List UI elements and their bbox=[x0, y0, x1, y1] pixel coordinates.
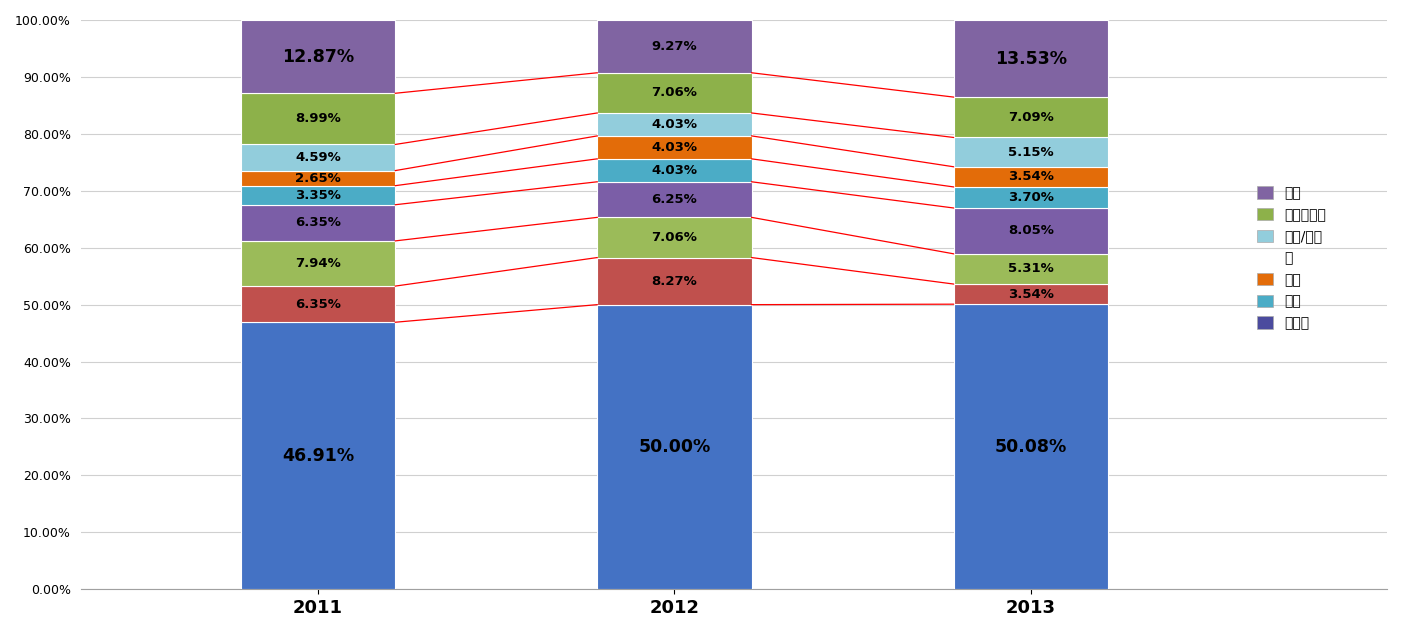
Bar bbox=[953, 137, 1108, 167]
Bar bbox=[241, 145, 395, 171]
Text: 6.35%: 6.35% bbox=[296, 298, 341, 311]
Text: 9.27%: 9.27% bbox=[652, 40, 697, 53]
Bar bbox=[241, 241, 395, 286]
Bar bbox=[597, 73, 751, 113]
Bar bbox=[241, 286, 395, 322]
Text: 5.15%: 5.15% bbox=[1008, 145, 1053, 159]
Text: 6.25%: 6.25% bbox=[652, 193, 697, 206]
Bar bbox=[241, 322, 395, 589]
Text: 8.99%: 8.99% bbox=[296, 112, 341, 125]
Bar bbox=[241, 171, 395, 186]
Bar bbox=[597, 136, 751, 159]
Bar bbox=[953, 20, 1108, 97]
Text: 3.54%: 3.54% bbox=[1008, 288, 1054, 301]
Text: 3.54%: 3.54% bbox=[1008, 171, 1054, 183]
Bar bbox=[597, 217, 751, 258]
Bar bbox=[241, 205, 395, 241]
Bar bbox=[597, 113, 751, 136]
Text: 4.03%: 4.03% bbox=[652, 164, 697, 177]
Text: 7.94%: 7.94% bbox=[296, 257, 341, 270]
Text: 13.53%: 13.53% bbox=[994, 49, 1067, 68]
Bar bbox=[953, 187, 1108, 208]
Bar bbox=[597, 20, 751, 73]
Text: 2.65%: 2.65% bbox=[296, 172, 341, 185]
Text: 46.91%: 46.91% bbox=[282, 447, 355, 465]
Text: 7.09%: 7.09% bbox=[1008, 111, 1053, 124]
Bar bbox=[597, 159, 751, 182]
Bar bbox=[953, 254, 1108, 284]
Text: 3.35%: 3.35% bbox=[296, 189, 341, 202]
Bar bbox=[597, 305, 751, 589]
Text: 4.03%: 4.03% bbox=[652, 141, 697, 154]
Text: 7.06%: 7.06% bbox=[652, 87, 697, 99]
Text: 8.05%: 8.05% bbox=[1008, 224, 1054, 238]
Text: 3.70%: 3.70% bbox=[1008, 191, 1054, 204]
Bar bbox=[241, 186, 395, 205]
Legend: 기타, 업무상질병, 깔림/뒤집, 힘, 감전, 끼임, 무너집: 기타, 업무상질병, 깔림/뒤집, 힘, 감전, 끼임, 무너집 bbox=[1256, 186, 1326, 330]
Text: 7.06%: 7.06% bbox=[652, 231, 697, 244]
Text: 50.00%: 50.00% bbox=[638, 438, 711, 456]
Bar bbox=[241, 94, 395, 145]
Text: 8.27%: 8.27% bbox=[652, 274, 697, 288]
Bar bbox=[597, 258, 751, 305]
Text: 4.03%: 4.03% bbox=[652, 118, 697, 131]
Bar bbox=[597, 182, 751, 217]
Text: 5.31%: 5.31% bbox=[1008, 262, 1053, 276]
Bar bbox=[953, 304, 1108, 589]
Text: 6.35%: 6.35% bbox=[296, 216, 341, 229]
Text: 4.59%: 4.59% bbox=[296, 151, 341, 164]
Bar bbox=[241, 20, 395, 94]
Bar bbox=[953, 97, 1108, 137]
Text: 12.87%: 12.87% bbox=[282, 47, 355, 66]
Bar bbox=[953, 167, 1108, 187]
Bar bbox=[953, 284, 1108, 304]
Bar bbox=[953, 208, 1108, 254]
Text: 50.08%: 50.08% bbox=[994, 438, 1067, 456]
